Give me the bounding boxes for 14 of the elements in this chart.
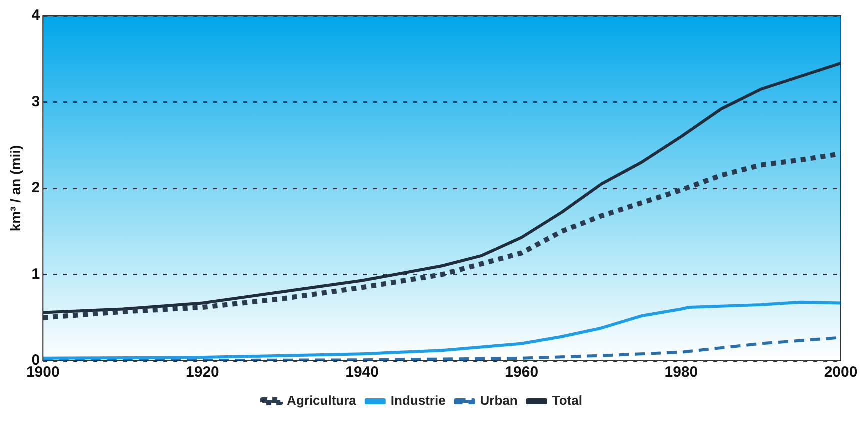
y-tick-label: 1 [32,266,40,283]
legend-label: Urban [480,393,518,408]
x-tick-label: 1980 [664,364,698,382]
legend-label: Industrie [390,393,446,408]
x-tick-label: 1920 [186,364,220,382]
x-tick-label: 1940 [346,364,379,382]
x-tick-label: 2000 [824,364,858,382]
y-tick-label: 3 [32,93,40,110]
legend-label: Total [552,393,582,408]
y-tick-label: 4 [32,7,41,24]
y-axis-title: km³ / an (mii) [7,145,24,232]
x-tick-label: 1960 [505,364,539,382]
y-tick-label: 2 [32,180,40,197]
legend-label: Agricultura [287,393,358,408]
